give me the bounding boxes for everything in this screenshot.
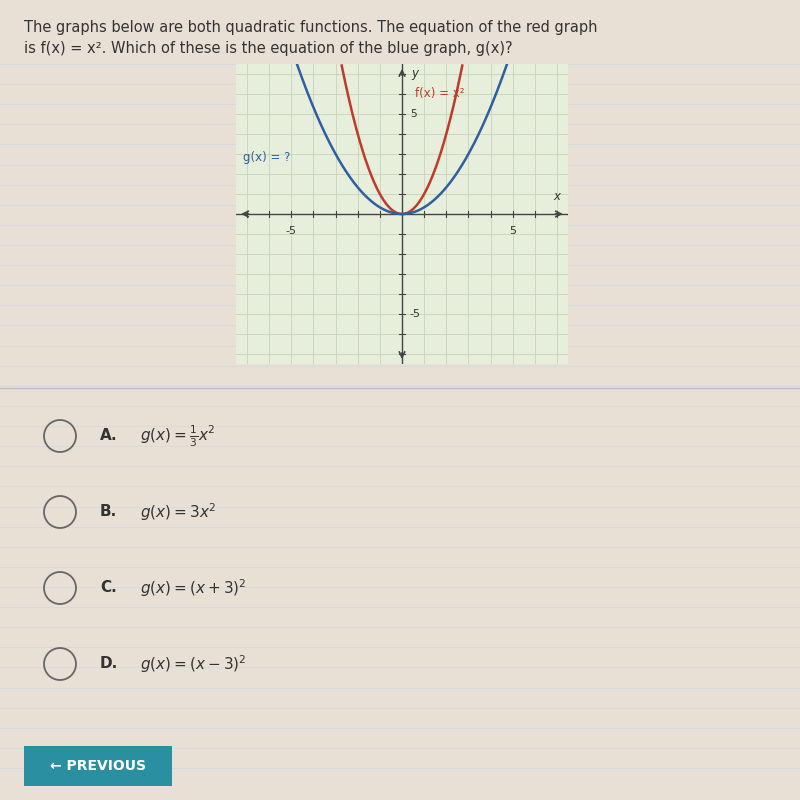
Text: D.: D. [100, 657, 118, 671]
Text: B.: B. [100, 505, 118, 519]
Text: 5: 5 [509, 226, 516, 236]
Text: y: y [411, 67, 418, 81]
Text: $g(x) = 3x^2$: $g(x) = 3x^2$ [140, 501, 217, 523]
Text: -5: -5 [286, 226, 297, 236]
Text: C.: C. [100, 581, 117, 595]
Text: $g(x) = \frac{1}{3}x^2$: $g(x) = \frac{1}{3}x^2$ [140, 423, 215, 449]
Text: -5: -5 [410, 309, 421, 319]
Text: f(x) = x²: f(x) = x² [415, 87, 465, 101]
Text: $g(x) = (x - 3)^2$: $g(x) = (x - 3)^2$ [140, 653, 246, 675]
Text: g(x) = ?: g(x) = ? [242, 151, 290, 165]
Text: x: x [554, 190, 561, 203]
Text: ← PREVIOUS: ← PREVIOUS [50, 758, 146, 773]
Text: 5: 5 [410, 109, 416, 119]
Text: The graphs below are both quadratic functions. The equation of the red graph
is : The graphs below are both quadratic func… [24, 20, 598, 56]
Text: A.: A. [100, 429, 118, 443]
Text: $g(x) = (x + 3)^2$: $g(x) = (x + 3)^2$ [140, 577, 246, 599]
